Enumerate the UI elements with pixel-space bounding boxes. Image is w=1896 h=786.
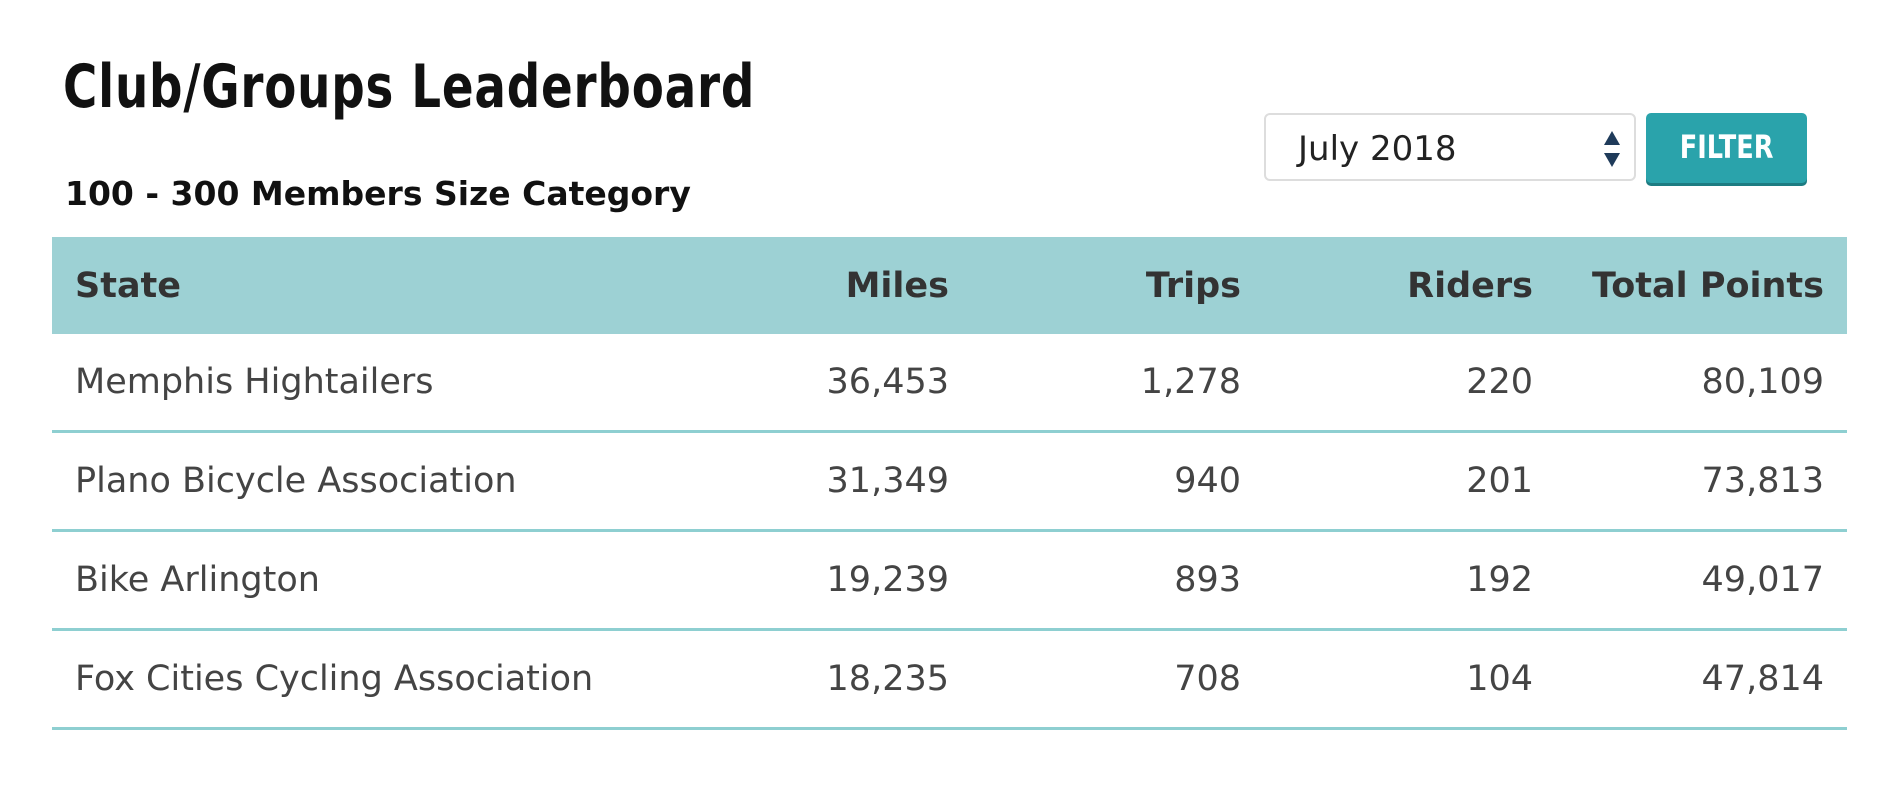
stat-cell: 47,814	[1556, 629, 1847, 730]
stat-cell: 1,278	[972, 334, 1264, 433]
stat-cell: 18,235	[680, 629, 972, 730]
club-name: Bike Arlington	[52, 530, 680, 631]
stat-cell: 80,109	[1556, 334, 1847, 433]
stat-cell: 49,017	[1556, 530, 1847, 631]
stat-cell: 36,453	[680, 334, 972, 433]
table-row: Bike Arlington 19,239 893 192 49,017	[52, 530, 1847, 631]
column-header: Riders	[1264, 237, 1556, 334]
stat-cell: 31,349	[680, 431, 972, 532]
stat-cell: 73,813	[1556, 431, 1847, 532]
month-select[interactable]: July 2018	[1264, 113, 1636, 181]
stat-cell: 201	[1264, 431, 1556, 532]
table-row: Plano Bicycle Association 31,349 940 201 73,…	[52, 431, 1847, 532]
table-row: Memphis Hightailers 36,453 1,278 220 80,109	[52, 334, 1847, 433]
select-arrows	[1604, 131, 1620, 167]
filter-button[interactable]: FILTER	[1646, 113, 1807, 183]
selected-month: July 2018	[1298, 129, 1457, 169]
club-name: Plano Bicycle Association	[52, 431, 680, 532]
stat-cell: 104	[1264, 629, 1556, 730]
column-header: Miles	[680, 237, 972, 334]
subtitle: 100 - 300 Members Size Category	[65, 174, 691, 213]
column-header: Trips	[972, 237, 1264, 334]
page-title: Club/Groups Leaderboard	[63, 52, 756, 122]
column-header: Total Points	[1556, 237, 1847, 334]
stat-cell: 220	[1264, 334, 1556, 433]
stat-cell: 192	[1264, 530, 1556, 631]
stat-cell: 940	[972, 431, 1264, 532]
stat-cell: 708	[972, 629, 1264, 730]
column-header: State	[52, 237, 680, 334]
table-row: Fox Cities Cycling Association 18,235 708 1…	[52, 629, 1847, 730]
club-name: Memphis Hightailers	[52, 334, 680, 433]
stat-cell: 893	[972, 530, 1264, 631]
leaderboard-table: State Miles Trips Riders Total Points Memphi…	[52, 237, 1847, 730]
filter-button-label: FILTER	[1679, 128, 1774, 166]
stat-cell: 19,239	[680, 530, 972, 631]
club-name: Fox Cities Cycling Association	[52, 629, 680, 730]
header-row: State Miles Trips Riders Total Points	[52, 237, 1847, 334]
